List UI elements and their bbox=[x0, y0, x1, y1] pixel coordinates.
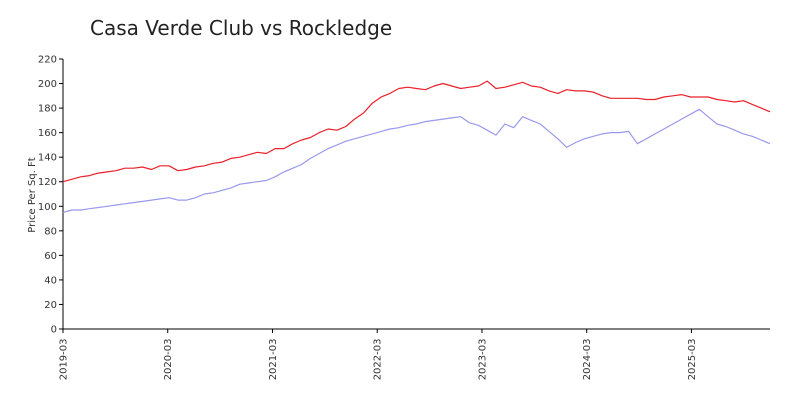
y-tick-label: 140 bbox=[38, 153, 57, 164]
series-line-2 bbox=[62, 108, 771, 213]
y-tick-label: 40 bbox=[44, 275, 57, 286]
x-tick-label: 2021-03 bbox=[268, 339, 279, 381]
y-tick-label: 100 bbox=[38, 202, 57, 213]
x-tick-label: 2023-03 bbox=[477, 339, 488, 381]
x-tick-label: 2024-03 bbox=[582, 339, 593, 381]
y-tick-label: 200 bbox=[38, 79, 57, 90]
x-tick-label: 2020-03 bbox=[163, 339, 174, 381]
y-tick-label: 60 bbox=[44, 251, 57, 262]
chart-title: Casa Verde Club vs Rockledge bbox=[90, 16, 393, 40]
y-tick-label: 120 bbox=[38, 177, 57, 188]
x-tick-label: 2025-03 bbox=[687, 339, 698, 381]
y-tick-label: 80 bbox=[44, 226, 57, 237]
series-line-1 bbox=[62, 80, 771, 183]
y-tick-label: 180 bbox=[38, 104, 57, 115]
y-tick-label: 20 bbox=[44, 300, 57, 311]
y-axis: 0 20 40 60 80 100 120 140 160 180 200 220 bbox=[38, 55, 64, 336]
x-tick-label: 2019-03 bbox=[59, 339, 70, 381]
y-axis-title: Price Per Sq. Ft bbox=[27, 157, 38, 232]
x-axis: 2019-03 2020-03 2021-03 2022-03 2023-03 2024-… bbox=[59, 328, 770, 381]
y-tick-label: 160 bbox=[38, 128, 57, 139]
y-tick-label: 220 bbox=[38, 55, 57, 66]
x-tick-label: 2022-03 bbox=[373, 339, 384, 381]
y-tick-label: 0 bbox=[51, 325, 57, 336]
series-layer bbox=[62, 80, 771, 213]
